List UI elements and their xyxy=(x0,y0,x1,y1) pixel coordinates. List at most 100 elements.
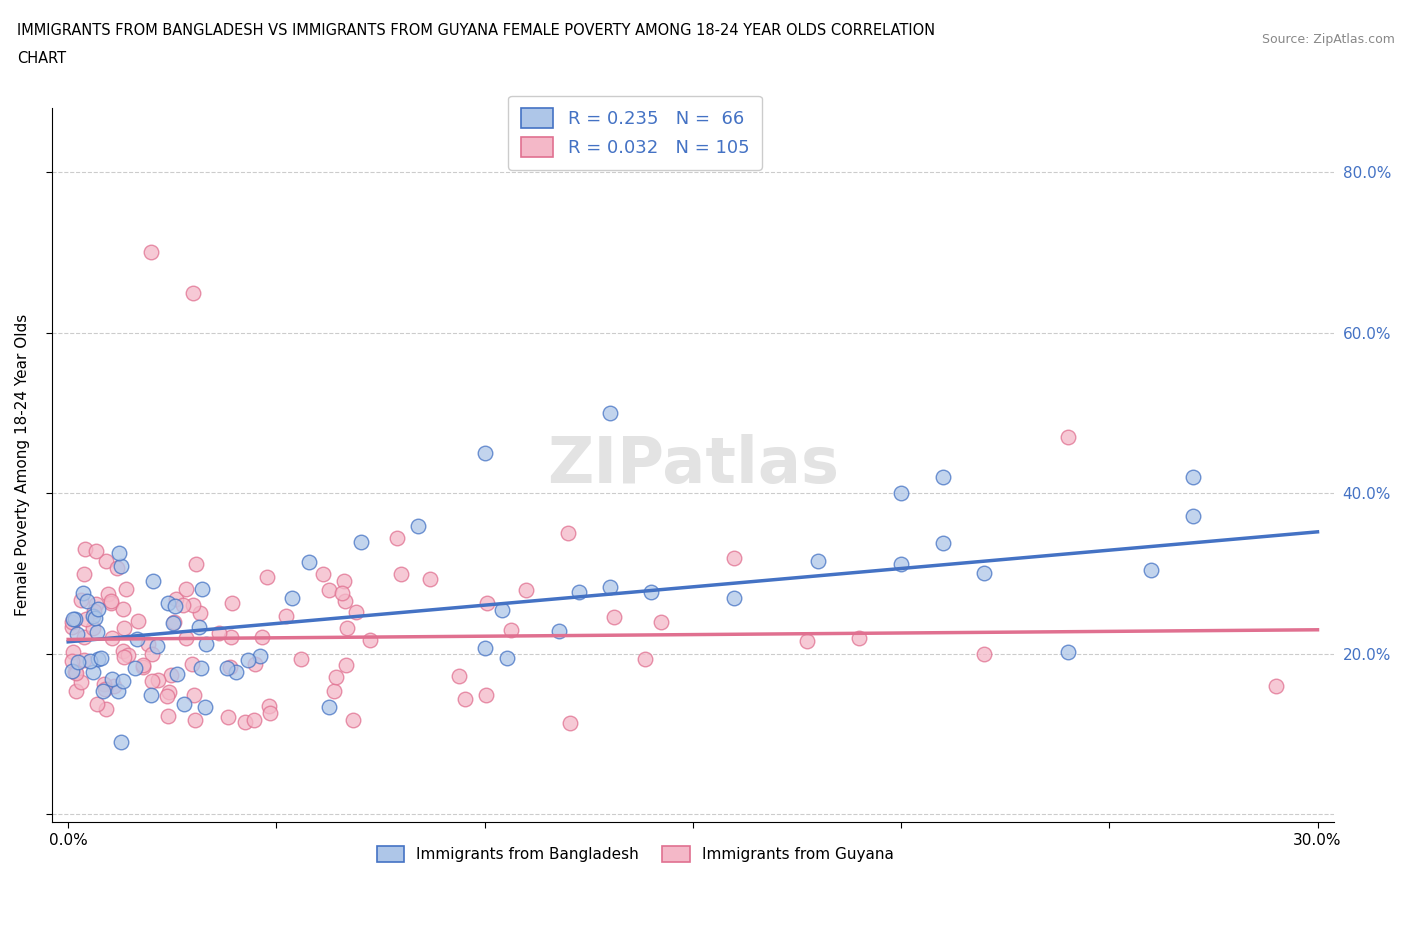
Point xyxy=(75,611,97,626)
Y-axis label: Female Poverty Among 18-24 Year Olds: Female Poverty Among 18-24 Year Olds xyxy=(15,314,30,617)
Point xyxy=(82,621,104,636)
Point xyxy=(107,684,129,698)
Point xyxy=(249,649,271,664)
Point xyxy=(184,712,207,727)
Point xyxy=(449,668,471,683)
Point xyxy=(475,687,498,702)
Point xyxy=(132,659,155,674)
Point xyxy=(86,652,108,667)
Point xyxy=(335,658,357,672)
Point xyxy=(496,651,519,666)
Point xyxy=(117,647,139,662)
Point xyxy=(84,611,107,626)
Point xyxy=(634,652,657,667)
Point xyxy=(91,684,114,698)
Point xyxy=(281,591,304,605)
Point xyxy=(568,584,591,599)
Point xyxy=(330,586,353,601)
Point xyxy=(156,595,179,610)
Point xyxy=(184,556,207,571)
Point xyxy=(86,697,108,711)
Point xyxy=(389,566,412,581)
Point xyxy=(335,593,357,608)
Legend: Immigrants from Bangladesh, Immigrants from Guyana: Immigrants from Bangladesh, Immigrants f… xyxy=(371,840,900,869)
Point xyxy=(141,647,163,662)
Point xyxy=(174,631,197,645)
Point xyxy=(188,620,211,635)
Point xyxy=(290,652,312,667)
Point xyxy=(82,665,104,680)
Text: IMMIGRANTS FROM BANGLADESH VS IMMIGRANTS FROM GUYANA FEMALE POVERTY AMONG 18-24 : IMMIGRANTS FROM BANGLADESH VS IMMIGRANTS… xyxy=(17,23,935,38)
Point xyxy=(256,570,278,585)
Point xyxy=(243,712,266,727)
Point xyxy=(221,595,243,610)
Point xyxy=(191,581,214,596)
Point xyxy=(219,660,242,675)
Point xyxy=(111,673,134,688)
Point xyxy=(75,541,97,556)
Point xyxy=(103,679,125,694)
Point xyxy=(419,571,441,586)
Point xyxy=(101,671,124,686)
Point xyxy=(112,621,135,636)
Point xyxy=(93,677,115,692)
Point xyxy=(318,700,340,715)
Point xyxy=(225,664,247,679)
Point xyxy=(215,660,238,675)
Point xyxy=(322,684,344,698)
Point xyxy=(105,561,128,576)
Point xyxy=(973,646,995,661)
Point xyxy=(807,553,830,568)
Point xyxy=(166,667,188,682)
Point xyxy=(141,673,163,688)
Point xyxy=(83,604,105,618)
Point xyxy=(603,609,626,624)
Point xyxy=(558,716,581,731)
Point xyxy=(350,535,373,550)
Point xyxy=(325,670,347,684)
Point xyxy=(125,631,148,646)
Point xyxy=(217,710,239,724)
Point xyxy=(931,470,953,485)
Point xyxy=(195,636,218,651)
Point xyxy=(453,691,475,706)
Point xyxy=(66,626,89,641)
Point xyxy=(72,586,94,601)
Point xyxy=(181,286,204,300)
Point xyxy=(110,559,132,574)
Point xyxy=(101,631,124,645)
Point xyxy=(274,609,297,624)
Point xyxy=(66,654,89,669)
Point xyxy=(848,631,870,645)
Text: Source: ZipAtlas.com: Source: ZipAtlas.com xyxy=(1261,33,1395,46)
Point xyxy=(1181,509,1204,524)
Point xyxy=(1181,470,1204,485)
Point xyxy=(62,644,84,659)
Point xyxy=(190,661,212,676)
Point xyxy=(60,619,83,634)
Point xyxy=(124,660,146,675)
Point xyxy=(60,654,83,669)
Point xyxy=(890,485,912,500)
Point xyxy=(333,574,356,589)
Point xyxy=(84,596,107,611)
Point xyxy=(219,630,242,644)
Point xyxy=(142,574,165,589)
Point xyxy=(236,653,259,668)
Point xyxy=(183,688,205,703)
Point xyxy=(475,595,498,610)
Point xyxy=(136,636,159,651)
Point xyxy=(723,550,745,565)
Point xyxy=(245,657,267,671)
Text: CHART: CHART xyxy=(17,51,66,66)
Point xyxy=(73,653,96,668)
Point xyxy=(163,615,186,630)
Point xyxy=(93,682,115,697)
Point xyxy=(94,701,117,716)
Point xyxy=(931,536,953,551)
Point xyxy=(82,609,104,624)
Point xyxy=(111,644,134,658)
Point xyxy=(94,553,117,568)
Point xyxy=(132,658,155,672)
Point xyxy=(156,689,179,704)
